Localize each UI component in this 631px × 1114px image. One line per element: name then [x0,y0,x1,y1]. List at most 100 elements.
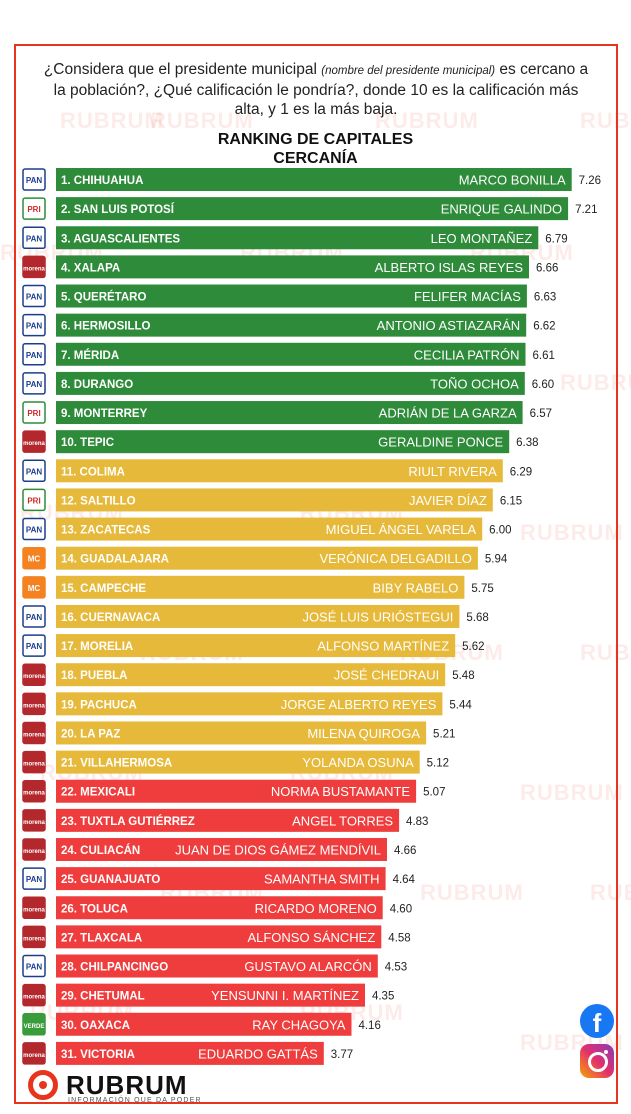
bar [56,459,503,483]
rubrum-logo-mark [28,1070,58,1100]
bar [56,954,378,978]
instagram-icon[interactable] [580,1044,614,1078]
bar [56,867,386,891]
rubrum-watermark: RUBRUM [60,108,164,133]
bar [56,517,483,541]
bar-value-label: 4.60 [390,903,412,915]
party-logo-pan [22,459,46,483]
bar-name-label: YENSUNNI I. MARTÍNEZ [211,988,359,1003]
bar-value-label: 5.62 [462,641,484,653]
content-frame [14,44,618,1104]
bar-rank-label: 3. AGUASCALIENTES [61,233,180,245]
bar-name-label: JAVIER DÍAZ [409,493,487,508]
bar-value-label: 6.00 [489,525,511,537]
bar [56,575,465,599]
bar-value-label: 5.07 [423,787,445,799]
party-logo-morena [22,896,46,919]
party-logo-label: PAN [26,380,43,389]
party-logo-label: PAN [26,963,43,972]
bar-rank-label: 26. TOLUCA [61,903,128,915]
bar-value-label: 6.15 [500,495,522,507]
party-logo-morena [22,838,46,861]
party-logo-morena [22,692,46,716]
bar [56,779,417,803]
bar [56,837,387,861]
bar-name-label: SAMANTHA SMITH [264,872,380,887]
bar-value-label: 6.57 [530,408,552,420]
bar-name-label: ALFONSO SÁNCHEZ [247,930,375,945]
bar-name-label: MIGUEL ÁNGEL VARELA [326,522,477,537]
party-logo-morena [22,663,46,686]
party-logo-label: morena [23,732,45,738]
rubrum-watermark: RUBRUM [520,520,624,545]
bar-rank-label: 4. XALAPA [61,262,120,274]
party-logo-label: PRI [27,409,40,418]
rubrum-watermark: RUBRUM [520,780,624,805]
bar [56,226,539,250]
party-logo-label: morena [23,266,45,272]
bar-value-label: 4.64 [393,874,416,886]
party-logo-morena [22,779,46,803]
bar [56,342,526,366]
party-logo-label: morena [23,995,45,1001]
party-logo-label: MC [28,584,41,593]
bar-value-label: 4.66 [394,845,416,857]
bar [56,488,493,512]
party-logo-label: morena [23,441,45,447]
bar-value-label: 3.77 [331,1049,353,1061]
party-logo-label: PAN [26,875,43,884]
bar [56,313,527,337]
bar-rank-label: 2. SAN LUIS POTOSÍ [61,203,175,216]
bar-name-label: ENRIQUE GALINDO [441,202,562,217]
bar [56,692,443,716]
bar-value-label: 7.21 [575,204,597,216]
party-logo-pri [22,197,46,220]
bar-value-label: 5.75 [471,583,493,595]
bar-name-label: JOSÉ LUIS URIÓSTEGUI [302,609,453,624]
bar-name-label: LEO MONTAÑEZ [431,231,533,246]
chart-title-block: RANKING DE CAPITALES CERCANÍA [0,130,631,168]
bar-rank-label: 13. ZACATECAS [61,525,151,537]
chart-title: RANKING DE CAPITALES [217,131,414,148]
bar-name-label: ALFONSO MARTÍNEZ [317,639,449,654]
party-logo-pan [22,517,46,541]
bar-rank-label: 11. COLIMA [61,466,125,478]
bar-name-label: CECILIA PATRÓN [414,347,520,362]
bar [56,430,510,454]
bar [56,255,529,279]
bar-name-label: NORMA BUSTAMANTE [271,784,410,799]
bar-name-label: TOÑO OCHOA [430,376,519,391]
party-logo-label: PRI [27,496,40,505]
party-logo-pan [22,372,46,395]
bar-value-label: 4.58 [388,932,410,944]
bar [56,1041,324,1065]
party-logo-pri [22,401,46,424]
party-logo-pan [22,226,46,250]
party-logo-label: PAN [26,467,43,476]
bar [56,983,365,1007]
survey-question: ¿Considera que el presidente municipal (… [40,60,592,119]
chart-subtitle: CERCANÍA [273,150,358,167]
party-logo-morena [22,430,46,453]
bar [56,634,456,658]
bar-rank-label: 21. VILLAHERMOSA [61,758,172,770]
bar-rank-label: 8. DURANGO [61,379,133,391]
bar [56,750,420,774]
party-logo-pan [22,343,46,366]
rubrum-watermark: RUBRUM [420,880,524,905]
party-logo-morena [22,721,46,745]
party-logo-pan [22,634,46,657]
party-logo-pan [22,867,46,890]
bar [56,1012,352,1036]
bar-name-label: YOLANDA OSUNA [302,755,414,770]
facebook-icon[interactable]: f [580,1004,614,1038]
bar [56,284,527,308]
party-logo-label: PAN [26,234,43,243]
bar-value-label: 6.38 [516,437,538,449]
bar-value-label: 4.53 [385,962,407,974]
bar-name-label: ADRIÁN DE LA GARZA [379,406,517,421]
rubrum-watermark: RUBRUM [590,880,631,905]
bar-value-label: 4.35 [372,991,394,1003]
party-logo-morena [22,809,46,832]
bar [56,604,460,628]
